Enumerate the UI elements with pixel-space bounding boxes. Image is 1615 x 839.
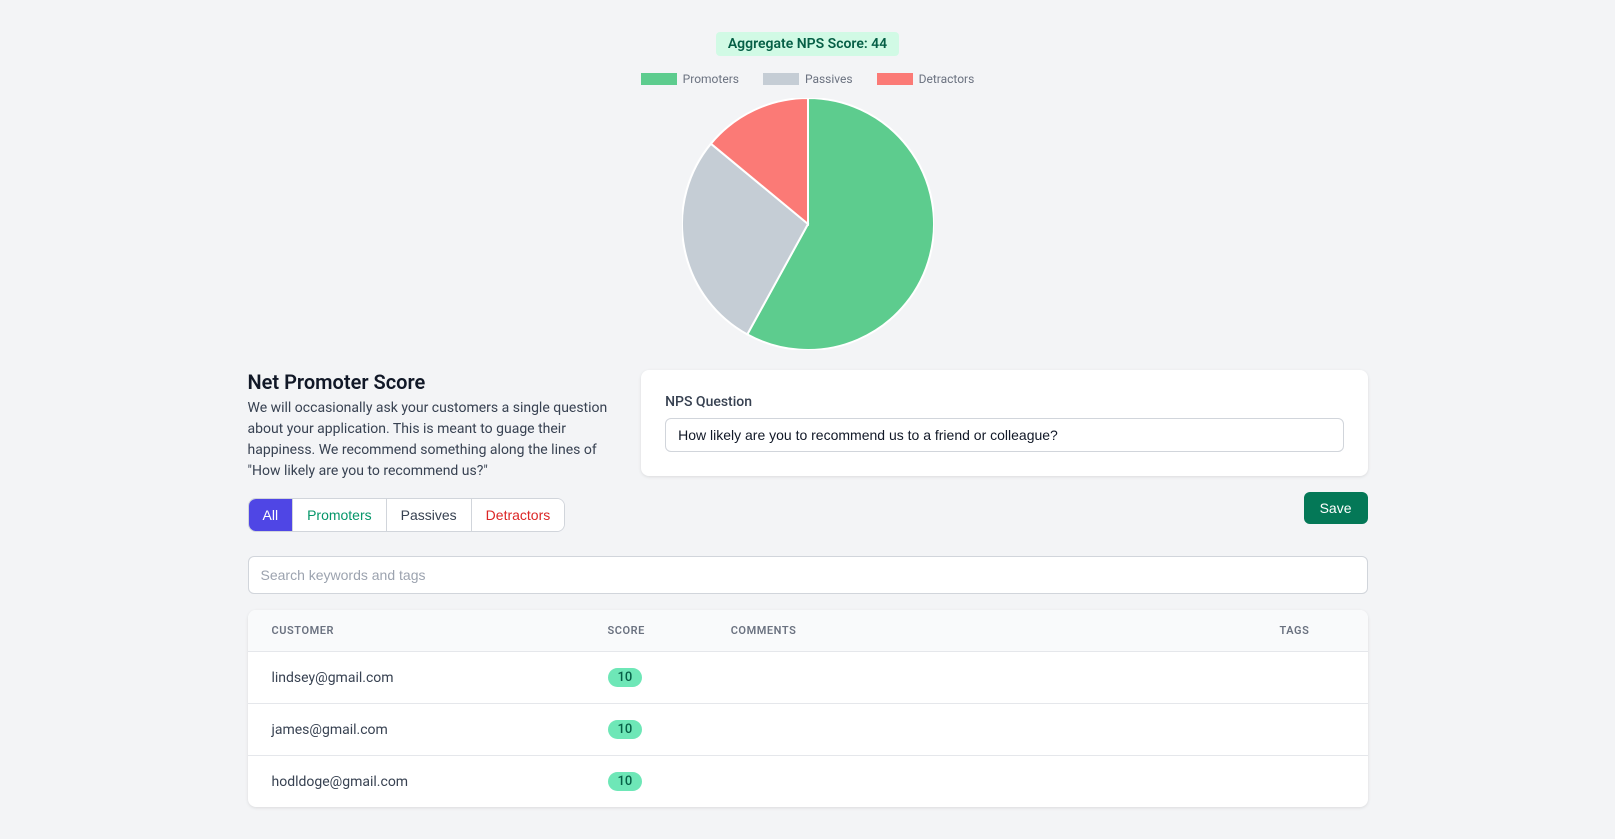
nps-score-badge: Aggregate NPS Score: 44 (716, 32, 899, 56)
filter-tab-detractors[interactable]: Detractors (472, 499, 565, 531)
nps-question-input[interactable] (665, 418, 1343, 452)
tags-cell (1255, 652, 1367, 704)
filter-tab-all[interactable]: All (249, 499, 294, 531)
nps-pie-chart (682, 98, 934, 354)
score-badge: 10 (608, 720, 643, 739)
table-header-score: SCORE (584, 610, 707, 652)
save-button[interactable]: Save (1304, 492, 1368, 524)
legend-swatch (641, 73, 677, 85)
responses-table: CUSTOMERSCORECOMMENTSTAGS lindsey@gmail.… (248, 610, 1368, 807)
legend-item[interactable]: Detractors (877, 72, 975, 86)
legend-label: Passives (805, 72, 853, 86)
table-header-customer: CUSTOMER (248, 610, 584, 652)
section-description: We will occasionally ask your customers … (248, 398, 618, 482)
legend-swatch (877, 73, 913, 85)
score-cell: 10 (584, 652, 707, 704)
comments-cell (707, 652, 1256, 704)
nps-question-card: NPS Question (641, 370, 1367, 476)
table-header-comments: COMMENTS (707, 610, 1256, 652)
score-badge: 10 (608, 668, 643, 687)
tags-cell (1255, 704, 1367, 756)
comments-cell (707, 756, 1256, 808)
search-input[interactable] (248, 556, 1368, 594)
legend-swatch (763, 73, 799, 85)
score-cell: 10 (584, 704, 707, 756)
legend-item[interactable]: Promoters (641, 72, 739, 86)
customer-cell: lindsey@gmail.com (248, 652, 584, 704)
table-header-tags: TAGS (1255, 610, 1367, 652)
legend-label: Detractors (919, 72, 975, 86)
filter-tab-promoters[interactable]: Promoters (293, 499, 387, 531)
comments-cell (707, 704, 1256, 756)
customer-cell: james@gmail.com (248, 704, 584, 756)
pie-chart-section: Promoters Passives Detractors (248, 72, 1368, 354)
customer-cell: hodldoge@gmail.com (248, 756, 584, 808)
nps-question-label: NPS Question (665, 394, 1343, 410)
section-title: Net Promoter Score (248, 370, 618, 394)
legend-item[interactable]: Passives (763, 72, 853, 86)
filter-tab-passives[interactable]: Passives (387, 499, 472, 531)
table-row[interactable]: hodldoge@gmail.com 10 (248, 756, 1368, 808)
legend-label: Promoters (683, 72, 739, 86)
chart-legend: Promoters Passives Detractors (248, 72, 1368, 86)
table-row[interactable]: james@gmail.com 10 (248, 704, 1368, 756)
filter-tabs: AllPromotersPassivesDetractors (248, 498, 566, 532)
table-row[interactable]: lindsey@gmail.com 10 (248, 652, 1368, 704)
tags-cell (1255, 756, 1367, 808)
score-cell: 10 (584, 756, 707, 808)
nps-score-badge-wrapper: Aggregate NPS Score: 44 (248, 32, 1368, 56)
score-badge: 10 (608, 772, 643, 791)
